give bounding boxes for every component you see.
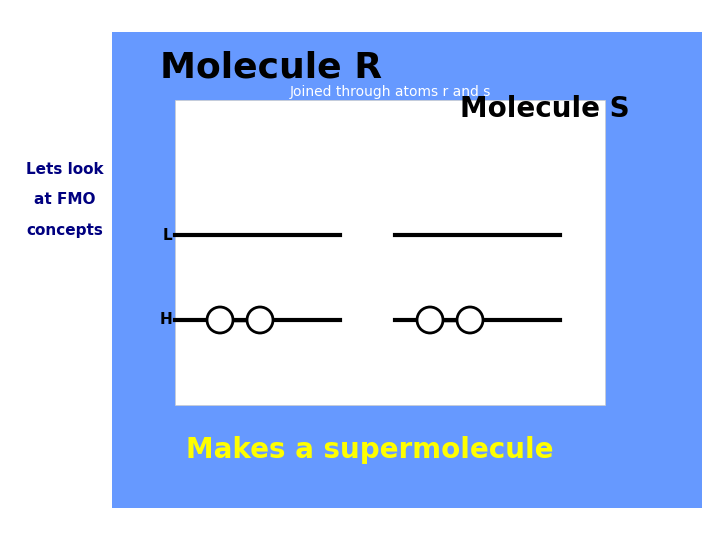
Bar: [175, 100, 605, 405]
Text: Molecule R: Molecule R: [160, 50, 382, 84]
Text: Lets look: Lets look: [26, 163, 104, 178]
Text: Makes a supermolecule: Makes a supermolecule: [186, 436, 554, 464]
Circle shape: [457, 307, 483, 333]
Circle shape: [247, 307, 273, 333]
Text: H: H: [159, 313, 172, 327]
Circle shape: [207, 307, 233, 333]
Text: L: L: [163, 227, 172, 242]
Text: at FMO: at FMO: [35, 192, 96, 207]
Circle shape: [417, 307, 443, 333]
Text: Molecule S: Molecule S: [460, 95, 630, 123]
Text: Joined through atoms r and s: Joined through atoms r and s: [289, 85, 491, 99]
Text: concepts: concepts: [27, 222, 104, 238]
